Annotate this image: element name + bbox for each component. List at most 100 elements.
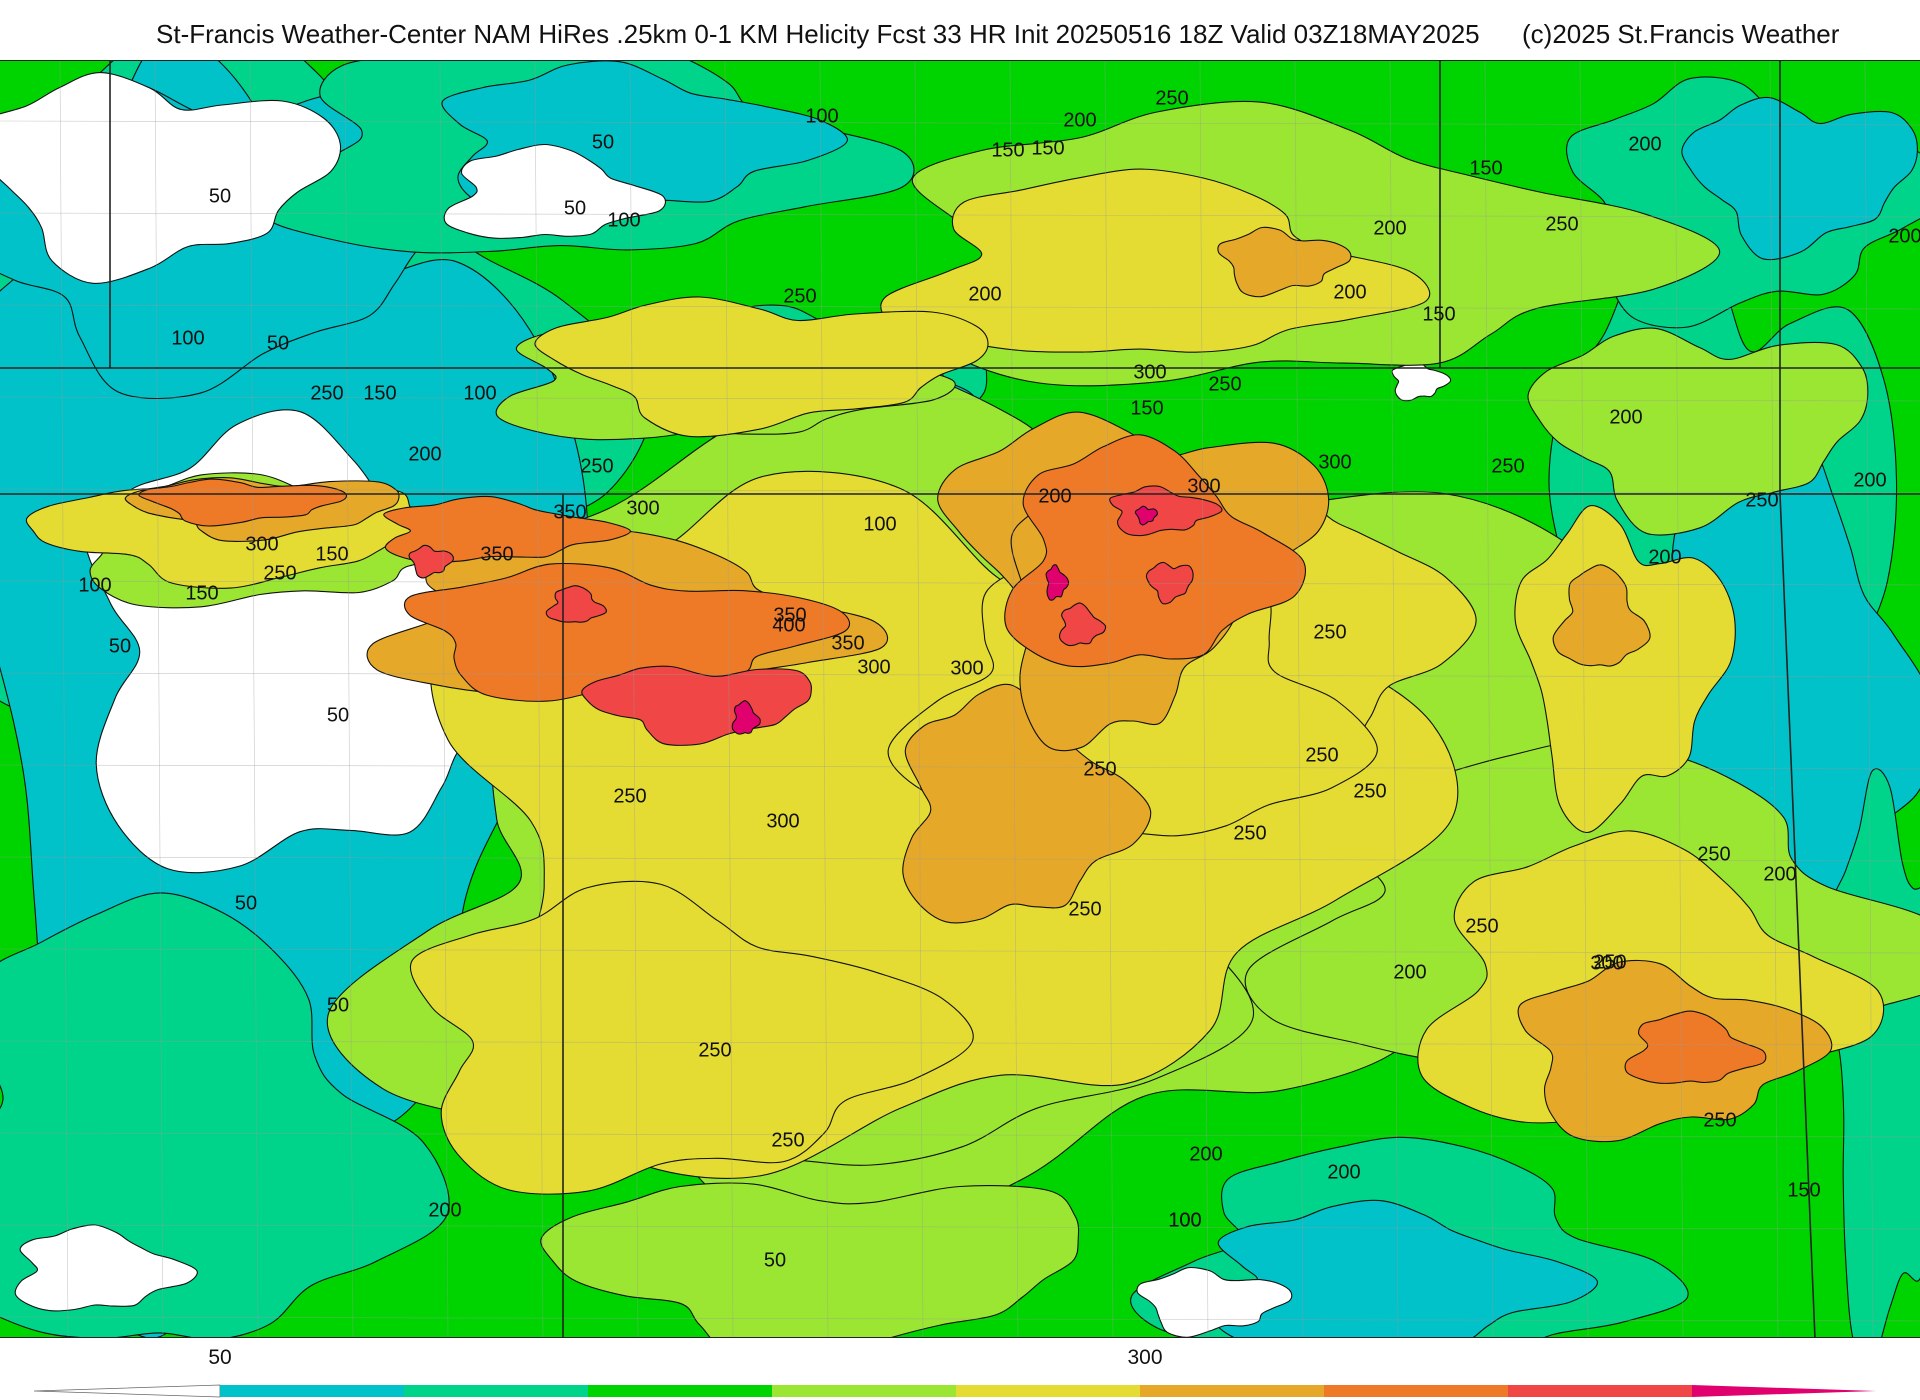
county-line <box>1864 61 1874 1337</box>
legend-swatch-350 <box>1324 1385 1508 1397</box>
contour-region-200 <box>540 1182 1080 1337</box>
map-canvas: 250 200 100 150 50 200 150 150 50 100 50 200 250 200 2… <box>0 61 1920 1337</box>
contour-region-350 <box>1624 1010 1767 1084</box>
legend-swatch-400 <box>1508 1385 1692 1397</box>
contour-label: 350 <box>831 632 864 654</box>
contour-region-400 <box>545 585 607 623</box>
contour-label: 150 <box>1130 397 1163 419</box>
contour-region-0 <box>0 72 342 284</box>
legend-swatch-300 <box>1140 1385 1324 1397</box>
contour-label: 400 <box>772 614 805 636</box>
contour-label: 150 <box>185 582 218 604</box>
contour-label: 250 <box>1703 1109 1736 1131</box>
contour-label: 200 <box>1189 1143 1222 1165</box>
contour-label: 300 <box>1133 361 1166 383</box>
county-line <box>59 61 69 1337</box>
contour-labels: 250 200 100 150 50 200 150 150 50 100 50 200 250 200 2… <box>78 87 1920 1271</box>
county-line <box>0 948 1920 954</box>
county-line <box>0 580 1920 586</box>
county-line <box>1579 61 1589 1337</box>
county-line <box>0 1040 1920 1046</box>
color-legend: 50 300 <box>0 1338 1920 1400</box>
legend-low-arrow <box>34 1384 221 1398</box>
contour-label: 350 <box>553 501 586 523</box>
contour-region-400 <box>1145 561 1194 605</box>
contour-label: 200 <box>1628 133 1661 155</box>
contour-label: 350 <box>480 543 513 565</box>
contour-region-400 <box>408 544 454 579</box>
county-line <box>1199 61 1209 1337</box>
contour-label: 200 <box>1333 281 1366 303</box>
contour-region-300 <box>1552 564 1651 667</box>
contour-label: 250 <box>1233 822 1266 844</box>
copyright-text: (c)2025 St.Francis Weather <box>1522 19 1840 49</box>
county-line <box>1769 61 1779 1337</box>
county-line <box>1484 61 1494 1337</box>
contour-label: 250 <box>783 285 816 307</box>
contour-label: 50 <box>592 131 614 153</box>
state-boundaries <box>0 61 1920 1337</box>
county-line <box>0 856 1920 862</box>
contour-label: 100 <box>171 327 204 349</box>
map-title-text: St-Francis Weather-Center NAM HiRes .25k… <box>156 19 1480 49</box>
contour-label: 250 <box>1353 780 1386 802</box>
contour-label: 200 <box>1853 469 1886 491</box>
contour-label: 50 <box>109 635 131 657</box>
contour-label: 100 <box>863 513 896 535</box>
contour-label: 100 <box>1168 1209 1201 1231</box>
contour-region-50 <box>1681 96 1918 261</box>
contour-label: 150 <box>1422 303 1455 325</box>
contour-region-350 <box>383 495 631 563</box>
contour-region-450 <box>731 700 761 735</box>
contour-label: 150 <box>1787 1179 1820 1201</box>
contour-label: 100 <box>1168 1209 1201 1231</box>
county-line <box>0 488 1920 494</box>
contour-region-300 <box>1217 226 1352 298</box>
county-line <box>0 396 1920 402</box>
contour-label: 250 <box>580 455 613 477</box>
contour-label: 100 <box>607 209 640 231</box>
contour-label: 200 <box>1038 485 1071 507</box>
contour-label: 300 <box>1318 451 1351 473</box>
contour-label: 200 <box>1373 217 1406 239</box>
contour-label: 300 <box>245 533 278 555</box>
contour-label: 200 <box>1763 863 1796 885</box>
county-line <box>154 61 164 1337</box>
county-line <box>724 61 734 1337</box>
contour-label: 50 <box>267 332 289 354</box>
contour-label: 150 <box>315 543 348 565</box>
county-boundaries <box>0 61 1920 1337</box>
county-line <box>1389 61 1399 1337</box>
county-line <box>0 120 1920 126</box>
contour-label: 150 <box>363 382 396 404</box>
contour-label: 50 <box>327 994 349 1016</box>
legend-colorbar <box>34 1384 1876 1398</box>
contour-label: 250 <box>1068 898 1101 920</box>
legend-swatch-200 <box>772 1385 956 1397</box>
contour-region-0 <box>443 143 666 239</box>
contour-label: 200 <box>428 1199 461 1221</box>
legend-swatch-250 <box>956 1385 1140 1397</box>
legend-swatch-450 <box>1692 1385 1876 1397</box>
helicity-map: 250 200 100 150 50 200 150 150 50 100 50 200 250 200 2… <box>0 60 1920 1338</box>
county-line <box>629 61 639 1337</box>
legend-swatch-100 <box>404 1385 588 1397</box>
county-line <box>1294 61 1304 1337</box>
contour-region-250 <box>534 296 989 438</box>
contour-label: 250 <box>1465 915 1498 937</box>
contour-label: 250 <box>771 1129 804 1151</box>
contour-label: 250 <box>310 382 343 404</box>
legend-tick-label: 300 <box>1127 1346 1163 1369</box>
county-line <box>1104 61 1114 1337</box>
county-line <box>0 304 1920 310</box>
contour-label: 300 <box>950 657 983 679</box>
contour-region-400 <box>1109 485 1223 537</box>
contour-region-0 <box>14 1224 198 1312</box>
legend-swatch-150 <box>588 1385 772 1397</box>
contour-label: 250 <box>1208 373 1241 395</box>
contour-label: 250 <box>1313 621 1346 643</box>
contour-label: 150 <box>991 139 1024 161</box>
map-title: St-Francis Weather-Center NAM HiRes .25k… <box>0 14 1920 54</box>
contour-label: 100 <box>463 382 496 404</box>
contour-label: 200 <box>1609 406 1642 428</box>
